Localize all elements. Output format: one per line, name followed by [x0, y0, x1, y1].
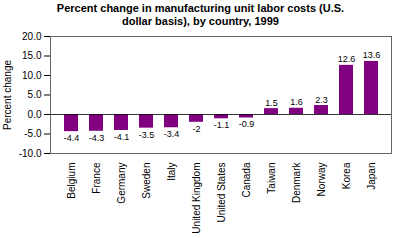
svg-text:15.0: 15.0: [22, 51, 42, 62]
svg-text:Canada: Canada: [241, 162, 252, 197]
svg-text:-5.0: -5.0: [24, 129, 42, 140]
svg-text:-3.4: -3.4: [164, 130, 180, 140]
svg-text:Norway: Norway: [316, 163, 327, 197]
svg-text:20.0: 20.0: [22, 31, 42, 42]
svg-text:United States: United States: [216, 163, 227, 223]
svg-text:-10.0: -10.0: [19, 148, 42, 159]
svg-text:0.0: 0.0: [28, 109, 42, 120]
svg-text:-2: -2: [192, 124, 200, 134]
svg-text:-4.4: -4.4: [64, 133, 80, 143]
svg-text:Korea: Korea: [341, 162, 352, 189]
svg-text:-1.1: -1.1: [214, 121, 230, 131]
svg-text:Italy: Italy: [166, 163, 177, 181]
html-text:Percent change in manufacturin: Percent change in manufacturing unit lab…: [56, 2, 345, 28]
svg-text:-3.5: -3.5: [139, 130, 155, 140]
svg-text:1.6: 1.6: [290, 98, 303, 108]
svg-text:-4.1: -4.1: [114, 132, 130, 142]
svg-text:2.3: 2.3: [315, 95, 328, 105]
svg-text:12.6: 12.6: [338, 55, 356, 65]
svg-text:5.0: 5.0: [28, 90, 42, 101]
svg-text:Japan: Japan: [366, 163, 377, 190]
svg-text:10.0: 10.0: [22, 70, 42, 81]
svg-text:-0.9: -0.9: [239, 120, 255, 130]
svg-text:13.6: 13.6: [363, 51, 381, 61]
svg-text:-4.3: -4.3: [89, 133, 105, 143]
svg-text:France: France: [91, 162, 102, 194]
svg-text:Taiwan: Taiwan: [266, 163, 277, 194]
svg-text:1.5: 1.5: [265, 98, 278, 108]
svg-text:Denmark: Denmark: [291, 162, 302, 204]
svg-text:United Kingdom: United Kingdom: [191, 163, 202, 234]
svg-text:Percent change: Percent change: [2, 60, 13, 130]
svg-text:Germany: Germany: [116, 163, 127, 204]
svg-text:Sweden: Sweden: [141, 163, 152, 199]
svg-text:Belgium: Belgium: [66, 163, 77, 199]
